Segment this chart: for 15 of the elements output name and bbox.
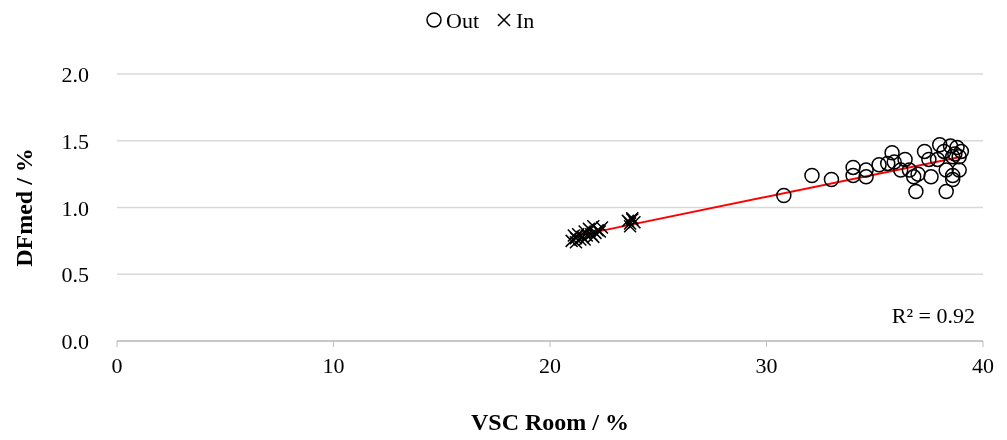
y-axis-title: DFmed / % [11,148,37,267]
legend-label: In [516,8,535,33]
x-tick-label: 40 [972,353,994,378]
x-tick-label: 30 [755,353,778,378]
y-tick-label: 2.0 [61,62,89,87]
y-tick-label: 0.0 [61,329,89,354]
x-axis-title: VSC Room / % [470,409,630,435]
y-tick-label: 0.5 [61,262,89,288]
x-tick-label: 20 [539,353,561,378]
y-tick-label: 1.5 [61,128,89,154]
x-tick-label: 0 [111,353,123,378]
annotation: R² = 0.92 [891,303,975,328]
legend-label: Out [446,8,479,33]
y-tick-label: 1.0 [61,195,89,221]
x-tick-label: 10 [322,353,345,378]
